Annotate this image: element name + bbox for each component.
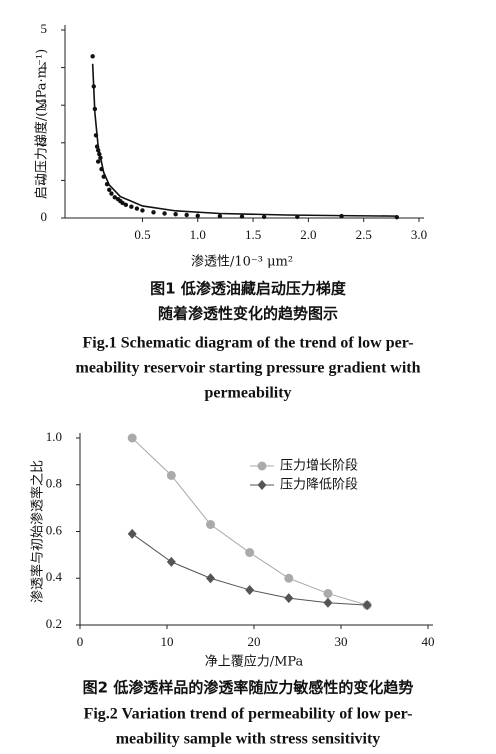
y-tick-label: 3 <box>41 96 48 111</box>
y-tick-label: 2 <box>41 134 48 149</box>
marker <box>257 461 267 471</box>
y-tick-label: 0 <box>41 209 48 224</box>
marker <box>166 470 176 480</box>
caption-en: meability sample with stress sensitivity <box>116 731 381 748</box>
y-tick-label: 0.8 <box>46 476 62 491</box>
legend-label: 压力降低阶段 <box>280 478 358 493</box>
marker <box>245 548 255 558</box>
x-tick-label: 20 <box>248 634 261 649</box>
x-tick-label: 30 <box>335 634 348 649</box>
data-point <box>173 212 178 217</box>
data-point <box>217 213 223 219</box>
data-point <box>90 54 95 59</box>
x-tick-label: 0.5 <box>134 227 150 242</box>
x-tick-label: 3.0 <box>411 227 427 242</box>
x-axis-label: 净上覆应力/MPa <box>205 654 304 670</box>
data-point <box>107 187 112 192</box>
marker <box>257 480 267 490</box>
data-point <box>184 212 189 218</box>
x-tick-label: 2.0 <box>300 227 316 242</box>
y-tick-label: 0.6 <box>46 522 63 537</box>
marker <box>362 600 372 611</box>
data-point <box>151 210 156 215</box>
marker <box>323 588 333 598</box>
marker <box>284 593 294 604</box>
y-tick-label: 4 <box>41 59 48 74</box>
caption: 随着渗透性变化的趋势图示 <box>158 305 338 323</box>
data-point <box>120 200 125 206</box>
y-tick-label: 1 <box>41 171 48 186</box>
data-point <box>134 206 140 211</box>
caption-en: Fig.2 Variation trend of permeability of… <box>84 706 413 723</box>
data-point <box>162 211 167 216</box>
data-point <box>95 159 101 164</box>
data-point <box>261 214 267 220</box>
x-tick-label: 40 <box>422 634 435 649</box>
x-tick-label: 1.5 <box>245 227 261 242</box>
y-tick-label: 1.0 <box>46 429 62 444</box>
y-axis-label: 启动压力梯度/(MPa·m⁻¹) <box>34 49 50 199</box>
caption-en: permeability <box>204 385 291 402</box>
y-axis-label: 渗透率与初始渗透率之比 <box>30 460 46 603</box>
data-point <box>123 202 129 208</box>
data-point <box>239 214 245 219</box>
caption: 图1 低渗透油藏启动压力梯度 <box>150 280 347 298</box>
marker <box>284 573 294 583</box>
x-tick-label: 10 <box>161 634 174 649</box>
y-tick-label: 5 <box>41 21 48 36</box>
marker <box>323 597 333 608</box>
data-point <box>140 208 145 213</box>
x-tick-label: 2.5 <box>356 227 372 242</box>
fit-curve <box>91 63 397 217</box>
y-tick-label: 0.4 <box>46 569 63 584</box>
data-point <box>112 195 117 200</box>
x-tick-label: 0 <box>77 634 84 649</box>
marker <box>166 556 176 567</box>
caption-en: Fig.1 Schematic diagram of the trend of … <box>82 335 413 352</box>
caption: 图2 低渗透样品的渗透率随应力敏感性的变化趋势 <box>83 679 414 697</box>
marker <box>127 528 137 539</box>
x-axis-label: 渗透性/10⁻³ μm² <box>191 255 293 270</box>
marker <box>127 433 137 443</box>
y-tick-label: 0.2 <box>46 616 62 631</box>
marker <box>245 584 255 595</box>
data-point <box>195 213 200 218</box>
caption-en: meability reservoir starting pressure gr… <box>76 360 421 377</box>
data-point <box>129 204 134 209</box>
marker <box>206 573 215 584</box>
x-tick-label: 1.0 <box>190 227 206 242</box>
marker <box>206 519 215 529</box>
data-point <box>109 191 114 196</box>
legend-label: 压力增长阶段 <box>280 459 358 474</box>
